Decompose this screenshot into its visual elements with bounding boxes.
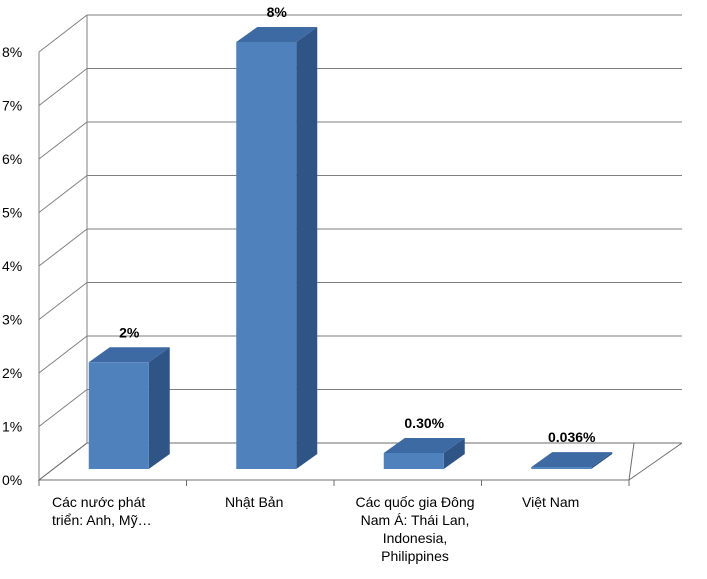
y-tick-label: 5%	[2, 205, 22, 221]
bar-side	[148, 347, 170, 469]
data-label: 0.036%	[548, 429, 596, 445]
data-label: 0.30%	[404, 415, 444, 431]
y-tick-label: 7%	[2, 98, 22, 114]
bar-front	[383, 452, 444, 469]
bar	[531, 452, 613, 469]
x-tick-label: Các quốc gia Đông Nam Á: Thái Lan, Indon…	[355, 494, 475, 564]
y-tick-label: 2%	[2, 365, 22, 381]
side-gridline	[38, 14, 88, 53]
x-tick-label: Việt Nam	[522, 494, 580, 510]
x-tick-label: Nhật Bản	[225, 494, 284, 510]
side-gridline	[38, 68, 88, 106]
y-tick-label: 4%	[2, 258, 22, 274]
bar-top	[531, 452, 613, 468]
side-gridline	[38, 335, 88, 374]
y-tick-label: 0%	[2, 472, 22, 488]
bar-top	[383, 437, 465, 453]
floor-right-edge	[628, 442, 683, 481]
bar-front	[236, 42, 297, 469]
side-gridline	[38, 121, 88, 160]
bar	[88, 347, 170, 469]
bar-front	[88, 362, 149, 469]
y-tick-label: 1%	[2, 419, 22, 435]
bar-top	[88, 347, 170, 363]
bar-side	[591, 452, 613, 469]
bar-side	[443, 437, 465, 469]
bar-top	[236, 27, 318, 42]
x-tick-label: Các nước phát triển: Anh, Mỹ…	[52, 494, 152, 528]
side-gridline	[38, 228, 88, 267]
y-tick-label: 6%	[2, 151, 22, 167]
bar-front	[531, 467, 592, 469]
chart-floor	[37, 442, 682, 481]
data-label: 8%	[267, 4, 288, 20]
data-label: 2%	[119, 324, 140, 340]
bar	[383, 437, 465, 469]
y-tick-label: 8%	[2, 44, 22, 60]
bar-side	[296, 27, 318, 469]
chart-gridlines	[37, 14, 683, 486]
y-axis-ticks: 0% 1% 2% 3% 4% 5% 6% 7% 8%	[2, 44, 22, 488]
bar	[236, 27, 318, 469]
data-labels: 2% 8% 0.30% 0.036%	[119, 4, 596, 445]
y-tick-label: 3%	[2, 312, 22, 328]
side-gridline	[38, 282, 88, 320]
chart-bars	[88, 27, 613, 469]
side-gridline	[38, 175, 88, 213]
side-gridline	[38, 389, 88, 427]
